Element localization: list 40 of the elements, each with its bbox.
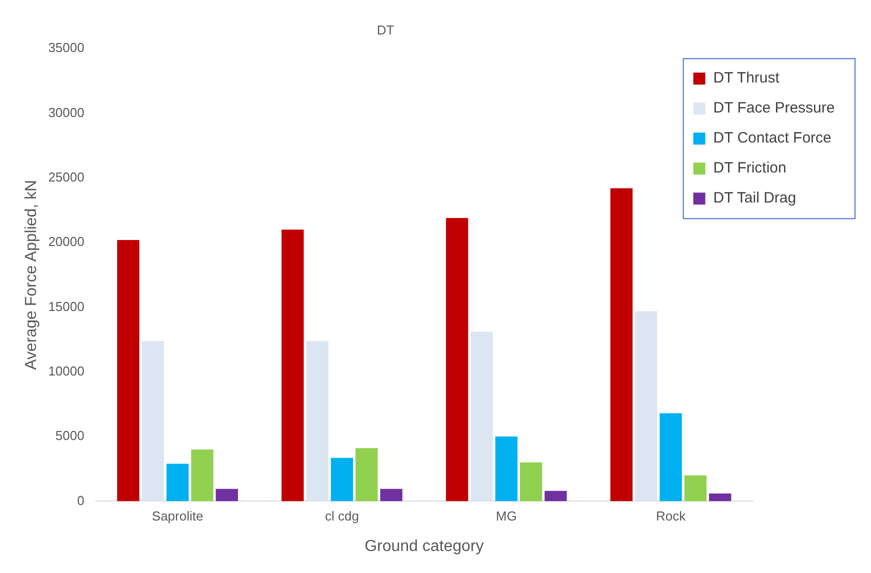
chart-title: DT	[376, 22, 394, 38]
legend-label: DT Friction	[713, 160, 786, 177]
bar	[495, 436, 518, 502]
bar	[216, 488, 238, 502]
y-tick-label: 0	[77, 492, 84, 508]
y-tick-label: 10000	[48, 363, 84, 378]
y-tick-label: 20000	[48, 234, 84, 250]
bar	[380, 488, 402, 502]
bar	[635, 311, 658, 502]
x-axis-title: Ground category	[364, 538, 484, 555]
legend-label: DT Tail Drag	[713, 190, 796, 207]
bar	[610, 188, 633, 502]
bar	[470, 332, 493, 502]
bar	[446, 218, 468, 502]
x-tick-label: cl cdg	[324, 508, 359, 524]
bar	[520, 462, 542, 502]
y-axis-title: Average Force Applied, kN	[23, 180, 40, 370]
y-tick-label: 15000	[48, 298, 84, 314]
bar	[117, 240, 140, 502]
bar	[709, 493, 732, 502]
legend-label: DT Thrust	[713, 70, 780, 87]
bar	[166, 464, 189, 502]
bar	[684, 475, 707, 502]
bar	[142, 340, 164, 502]
bar	[330, 458, 354, 502]
bar	[306, 340, 328, 502]
bar	[282, 230, 304, 502]
bar	[544, 490, 567, 502]
y-tick-label: 35000	[48, 40, 84, 56]
bar	[191, 449, 214, 502]
y-tick-label: 5000	[55, 428, 84, 444]
x-tick-label: MG	[496, 508, 517, 524]
bar	[356, 448, 378, 502]
bar	[660, 413, 682, 502]
x-tick-label: Rock	[656, 508, 686, 524]
x-tick-label: Saprolite	[152, 508, 204, 524]
legend-label: DT Contact Force	[713, 130, 832, 147]
legend-label: DT Face Pressure	[713, 100, 835, 117]
y-tick-label: 25000	[48, 169, 84, 184]
y-tick-label: 30000	[48, 104, 84, 120]
